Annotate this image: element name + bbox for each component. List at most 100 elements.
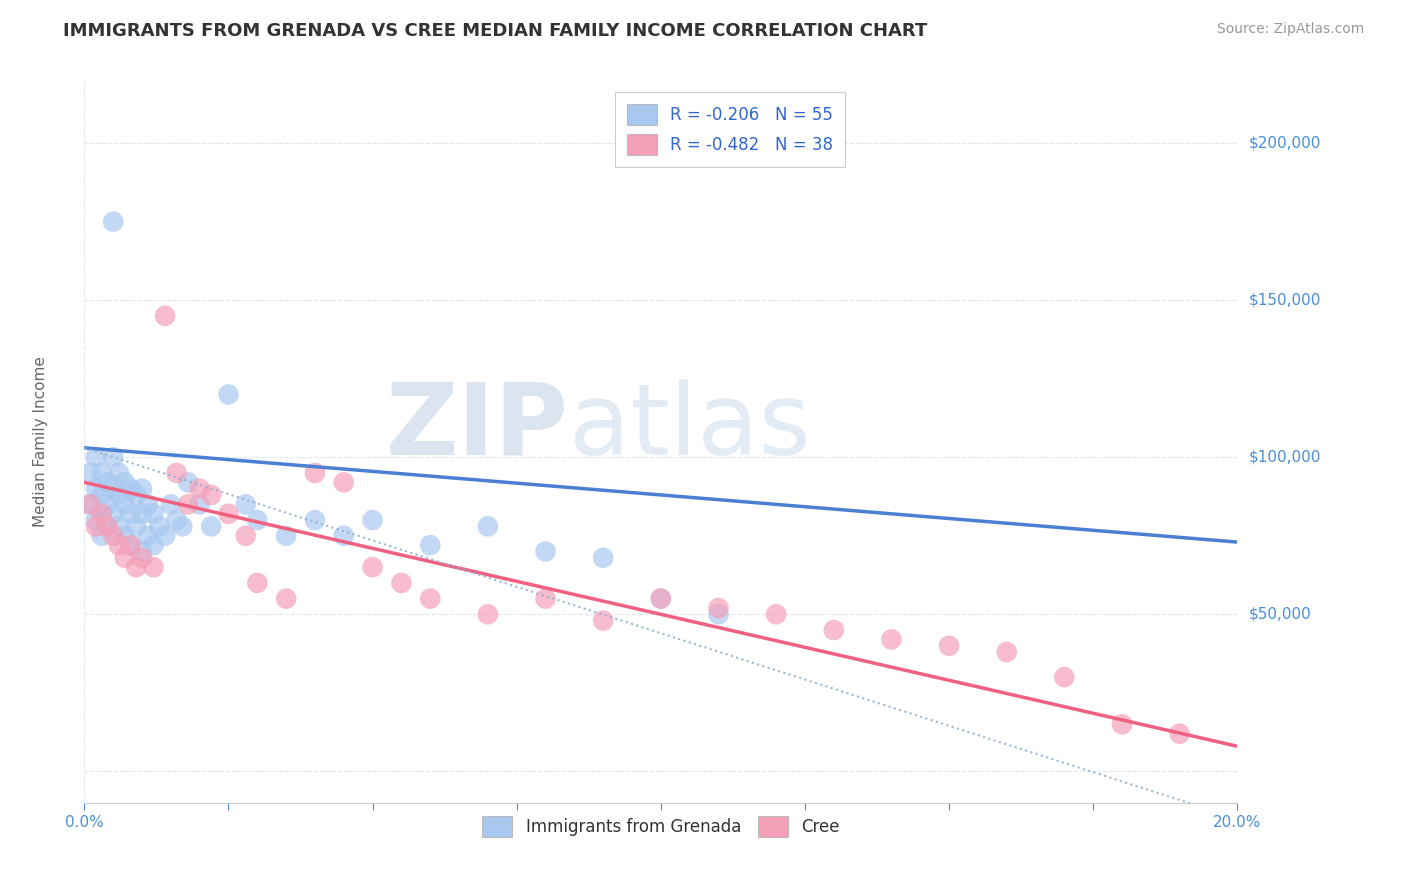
Point bbox=[765, 607, 787, 622]
Point bbox=[136, 497, 159, 511]
Point bbox=[103, 214, 124, 228]
Point bbox=[172, 519, 194, 533]
Text: Median Family Income: Median Family Income bbox=[34, 356, 48, 527]
Point bbox=[938, 639, 960, 653]
Point bbox=[90, 507, 112, 521]
Point bbox=[235, 497, 257, 511]
Point bbox=[114, 529, 136, 543]
Point bbox=[84, 519, 107, 533]
Point bbox=[120, 538, 142, 552]
Point bbox=[131, 507, 153, 521]
Point bbox=[90, 507, 112, 521]
Point bbox=[707, 607, 730, 622]
Point bbox=[218, 507, 240, 521]
Point bbox=[650, 591, 672, 606]
Point bbox=[477, 519, 499, 533]
Point bbox=[90, 529, 112, 543]
Point bbox=[188, 482, 211, 496]
Point bbox=[120, 507, 142, 521]
Point bbox=[79, 497, 101, 511]
Point bbox=[200, 519, 222, 533]
Point bbox=[1053, 670, 1076, 684]
Point bbox=[177, 475, 200, 490]
Point bbox=[136, 529, 159, 543]
Point bbox=[361, 560, 384, 574]
Point bbox=[880, 632, 903, 647]
Point bbox=[131, 482, 153, 496]
Point bbox=[235, 529, 257, 543]
Point bbox=[246, 513, 269, 527]
Text: $150,000: $150,000 bbox=[1249, 293, 1320, 308]
Point bbox=[419, 538, 441, 552]
Point bbox=[333, 529, 356, 543]
Point bbox=[304, 466, 326, 480]
Point bbox=[166, 466, 188, 480]
Point bbox=[103, 507, 124, 521]
Point bbox=[120, 482, 142, 496]
Point bbox=[333, 475, 356, 490]
Point bbox=[131, 544, 153, 558]
Point bbox=[823, 623, 845, 637]
Point bbox=[142, 560, 165, 574]
Point bbox=[160, 497, 183, 511]
Point bbox=[142, 538, 165, 552]
Point bbox=[153, 309, 176, 323]
Point bbox=[188, 497, 211, 511]
Point bbox=[142, 507, 165, 521]
Text: $50,000: $50,000 bbox=[1249, 607, 1312, 622]
Point bbox=[218, 387, 240, 401]
Point bbox=[90, 466, 112, 480]
Point bbox=[276, 529, 298, 543]
Point bbox=[79, 466, 101, 480]
Point bbox=[114, 550, 136, 565]
Point bbox=[361, 513, 384, 527]
Text: atlas: atlas bbox=[568, 378, 810, 475]
Point bbox=[114, 497, 136, 511]
Point bbox=[304, 513, 326, 527]
Text: IMMIGRANTS FROM GRENADA VS CREE MEDIAN FAMILY INCOME CORRELATION CHART: IMMIGRANTS FROM GRENADA VS CREE MEDIAN F… bbox=[63, 22, 928, 40]
Point bbox=[995, 645, 1018, 659]
Point bbox=[391, 575, 413, 590]
Point bbox=[96, 519, 118, 533]
Text: Source: ZipAtlas.com: Source: ZipAtlas.com bbox=[1216, 22, 1364, 37]
Point bbox=[108, 488, 131, 502]
Point bbox=[1168, 727, 1191, 741]
Point bbox=[84, 513, 107, 527]
Point bbox=[534, 591, 557, 606]
Point bbox=[419, 591, 441, 606]
Point bbox=[153, 529, 176, 543]
Point bbox=[96, 475, 118, 490]
Point bbox=[650, 591, 672, 606]
Point bbox=[103, 529, 124, 543]
Point bbox=[125, 488, 148, 502]
Point bbox=[148, 519, 170, 533]
Point bbox=[477, 607, 499, 622]
Point bbox=[120, 538, 142, 552]
Point bbox=[534, 544, 557, 558]
Text: $100,000: $100,000 bbox=[1249, 450, 1320, 465]
Point bbox=[592, 550, 614, 565]
Point bbox=[84, 482, 107, 496]
Point bbox=[90, 488, 112, 502]
Point bbox=[108, 466, 131, 480]
Point bbox=[84, 450, 107, 465]
Text: ZIP: ZIP bbox=[385, 378, 568, 475]
Point bbox=[166, 513, 188, 527]
Point bbox=[103, 482, 124, 496]
Point bbox=[200, 488, 222, 502]
Point bbox=[103, 450, 124, 465]
Point bbox=[125, 560, 148, 574]
Point bbox=[114, 475, 136, 490]
Point bbox=[79, 497, 101, 511]
Point bbox=[177, 497, 200, 511]
Point bbox=[125, 519, 148, 533]
Point bbox=[592, 614, 614, 628]
Text: $200,000: $200,000 bbox=[1249, 136, 1320, 151]
Legend: Immigrants from Grenada, Cree: Immigrants from Grenada, Cree bbox=[471, 804, 851, 848]
Point bbox=[108, 519, 131, 533]
Point bbox=[96, 497, 118, 511]
Point bbox=[707, 601, 730, 615]
Point bbox=[1111, 717, 1133, 731]
Point bbox=[108, 538, 131, 552]
Point bbox=[276, 591, 298, 606]
